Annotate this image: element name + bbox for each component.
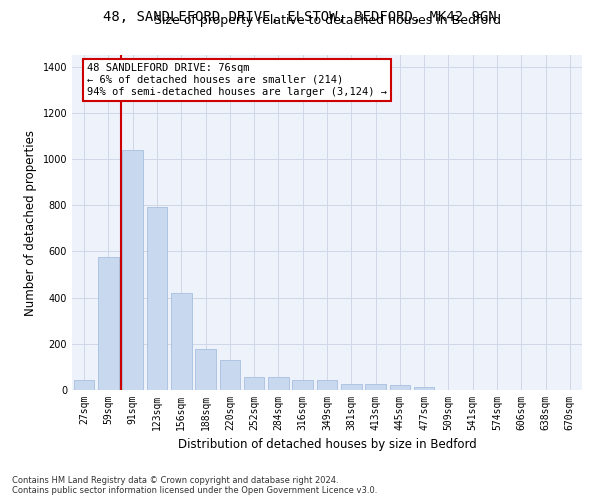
Bar — [414, 387, 434, 390]
Bar — [341, 384, 362, 390]
Text: 48, SANDLEFORD DRIVE, ELSTOW, BEDFORD, MK42 9GN: 48, SANDLEFORD DRIVE, ELSTOW, BEDFORD, M… — [103, 10, 497, 24]
Bar — [146, 208, 167, 390]
Bar — [317, 380, 337, 390]
Bar — [244, 376, 265, 390]
Bar — [122, 150, 143, 390]
Y-axis label: Number of detached properties: Number of detached properties — [24, 130, 37, 316]
X-axis label: Distribution of detached houses by size in Bedford: Distribution of detached houses by size … — [178, 438, 476, 452]
Bar — [365, 384, 386, 390]
Bar — [171, 293, 191, 390]
Text: Contains HM Land Registry data © Crown copyright and database right 2024.
Contai: Contains HM Land Registry data © Crown c… — [12, 476, 377, 495]
Bar — [98, 257, 119, 390]
Title: Size of property relative to detached houses in Bedford: Size of property relative to detached ho… — [154, 14, 500, 28]
Bar — [74, 380, 94, 390]
Bar — [220, 360, 240, 390]
Text: 48 SANDLEFORD DRIVE: 76sqm
← 6% of detached houses are smaller (214)
94% of semi: 48 SANDLEFORD DRIVE: 76sqm ← 6% of detac… — [88, 64, 388, 96]
Bar — [195, 349, 216, 390]
Bar — [389, 386, 410, 390]
Bar — [292, 380, 313, 390]
Bar — [268, 378, 289, 390]
